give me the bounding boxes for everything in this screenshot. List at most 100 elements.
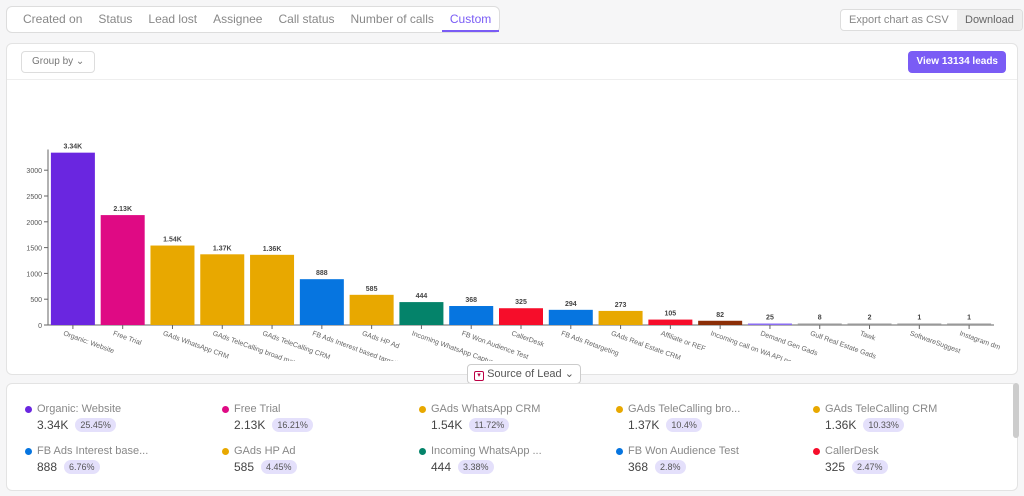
download-button[interactable]: Download <box>957 10 1022 30</box>
export-format-select[interactable]: Export chart as CSV ⌄ <box>841 10 957 30</box>
bar[interactable] <box>50 152 95 325</box>
legend-panel: Organic: Website 3.34K 25.45% Free Trial 2.1… <box>6 383 1018 491</box>
legend-value: 325 <box>825 460 846 474</box>
x-axis-field-label: Source of Lead <box>487 368 562 380</box>
field-icon: ▾ <box>474 371 484 381</box>
report-tabs: Created on Status Lead lost Assignee Call st… <box>6 6 501 33</box>
bar[interactable] <box>449 306 494 325</box>
bar[interactable] <box>150 245 195 325</box>
export-select-label: Export chart as CSV <box>849 14 949 26</box>
bar[interactable] <box>747 323 792 326</box>
x-tick-label: GAds HP Ad <box>361 330 400 350</box>
data-label: 1 <box>917 315 921 322</box>
bar[interactable] <box>200 254 245 325</box>
data-label: 1 <box>967 315 971 322</box>
bar[interactable] <box>299 279 344 325</box>
legend-item[interactable]: GAds TeleCalling CRM 1.36K 10.33% <box>813 403 1003 432</box>
export-control: Export chart as CSV ⌄ Download <box>840 9 1023 31</box>
tab-call-status[interactable]: Call status <box>278 12 335 26</box>
y-tick-label: 2000 <box>26 220 42 227</box>
legend-value: 888 <box>37 460 58 474</box>
bar[interactable] <box>847 323 892 326</box>
legend-name: FB Ads Interest base... <box>37 445 149 457</box>
tab-assignee[interactable]: Assignee <box>213 12 263 26</box>
legend-dot <box>419 447 426 455</box>
bar[interactable] <box>399 302 444 325</box>
data-label: 2 <box>868 315 872 322</box>
bar[interactable] <box>598 310 643 325</box>
y-tick-label: 0 <box>38 323 42 330</box>
y-tick-label: 2500 <box>26 194 42 201</box>
bar[interactable] <box>499 308 543 325</box>
bar[interactable] <box>349 294 394 325</box>
legend-name: Free Trial <box>234 403 281 415</box>
legend-name: FB Won Audience Test <box>628 445 739 457</box>
bar[interactable] <box>250 254 295 325</box>
tab-custom[interactable]: Custom <box>441 7 500 32</box>
legend-percent: 16.21% <box>272 418 313 432</box>
bar[interactable] <box>897 323 942 326</box>
legend-item[interactable]: FB Ads Interest base... 888 6.76% <box>25 445 215 474</box>
data-label: 1.36K <box>263 246 282 253</box>
bar[interactable] <box>698 320 743 325</box>
legend-dot <box>813 447 820 455</box>
chevron-down-icon: ⌄ <box>75 56 85 67</box>
data-label: 444 <box>416 293 428 300</box>
legend-value: 1.54K <box>431 418 463 432</box>
tab-status[interactable]: Status <box>98 12 133 26</box>
legend-value: 1.36K <box>825 418 857 432</box>
legend-name: CallerDesk <box>825 445 879 457</box>
view-leads-button[interactable]: View 13134 leads <box>908 51 1006 73</box>
group-by-button[interactable]: Group by ⌄ <box>21 51 96 73</box>
legend-value: 1.37K <box>628 418 660 432</box>
legend-value: 585 <box>234 460 255 474</box>
chart-header: Group by ⌄ View 13134 leads <box>7 44 1017 80</box>
legend-dot <box>419 405 426 413</box>
legend-value: 368 <box>628 460 649 474</box>
bar[interactable] <box>797 323 842 326</box>
legend-percent: 11.72% <box>469 418 510 432</box>
legend-percent: 2.8% <box>655 460 686 474</box>
legend-item[interactable]: Incoming WhatsApp ... 444 3.38% <box>419 445 609 474</box>
legend-dot <box>25 405 32 413</box>
data-label: 2.13K <box>113 206 132 213</box>
legend-item[interactable]: GAds TeleCalling bro... 1.37K 10.4% <box>616 403 806 432</box>
bar[interactable] <box>548 309 593 325</box>
x-tick-label: Instagram dm <box>958 330 1001 351</box>
y-tick-label: 1500 <box>26 246 42 253</box>
bar[interactable] <box>947 323 992 326</box>
tab-number-of-calls[interactable]: Number of calls <box>350 12 434 26</box>
y-tick-label: 3000 <box>26 168 42 175</box>
legend-name: Incoming WhatsApp ... <box>431 445 542 457</box>
x-tick-label: Tawk <box>859 330 877 342</box>
legend-item[interactable]: CallerDesk 325 2.47% <box>813 445 1003 474</box>
legend-scrollbar[interactable] <box>1013 383 1019 438</box>
x-tick-label: Incoming WhatsApp Capture <box>411 330 498 361</box>
data-label: 888 <box>316 270 328 277</box>
bar[interactable] <box>100 215 145 325</box>
legend-value: 2.13K <box>234 418 266 432</box>
legend-percent: 10.33% <box>863 418 904 432</box>
data-label: 294 <box>565 301 577 308</box>
legend-item[interactable]: Organic: Website 3.34K 25.45% <box>25 403 215 432</box>
data-label: 82 <box>716 312 724 319</box>
legend-dot <box>222 447 229 455</box>
legend-name: GAds HP Ad <box>234 445 296 457</box>
legend-dot <box>813 405 820 413</box>
legend-item[interactable]: FB Won Audience Test 368 2.8% <box>616 445 806 474</box>
x-axis-field-select[interactable]: ▾ Source of Lead ⌄ <box>467 364 581 384</box>
data-label: 273 <box>615 302 627 309</box>
data-label: 25 <box>766 315 774 322</box>
legend-item[interactable]: GAds WhatsApp CRM 1.54K 11.72% <box>419 403 609 432</box>
x-tick-label: Incoming call on WA API no. <box>709 330 794 361</box>
legend-item[interactable]: GAds HP Ad 585 4.45% <box>222 445 412 474</box>
x-tick-label: Free Trial <box>112 330 143 347</box>
bar[interactable] <box>648 319 693 325</box>
data-label: 1.54K <box>163 237 182 244</box>
bar-chart: 0 500 1000 1500 2000 2500 3000 3.34K Organic: We… <box>26 144 1001 361</box>
tab-lead-lost[interactable]: Lead lost <box>148 12 198 26</box>
tab-created-on[interactable]: Created on <box>23 12 83 26</box>
legend-item[interactable]: Free Trial 2.13K 16.21% <box>222 403 412 432</box>
legend-percent: 4.45% <box>261 460 297 474</box>
legend-name: Organic: Website <box>37 403 122 415</box>
